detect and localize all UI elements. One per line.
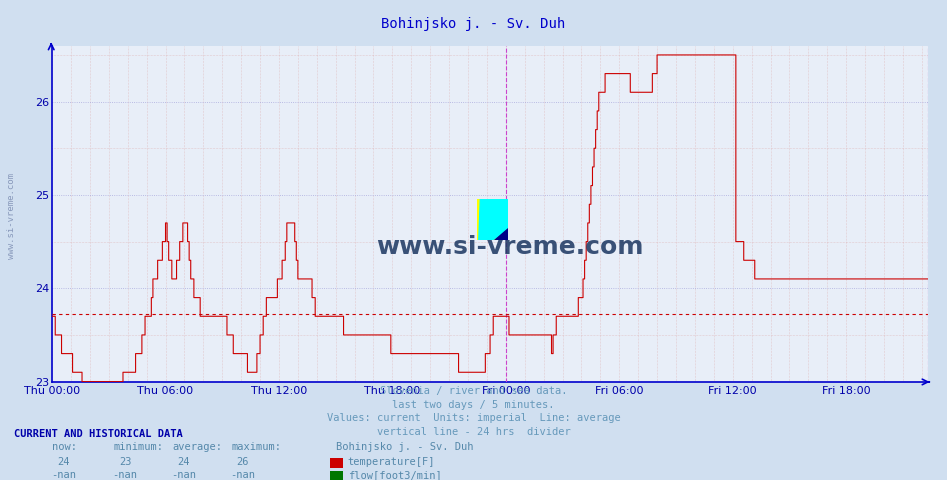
Text: 24: 24 bbox=[57, 456, 70, 467]
Text: minimum:: minimum: bbox=[114, 442, 164, 452]
Text: www.si-vreme.com: www.si-vreme.com bbox=[7, 173, 16, 259]
Polygon shape bbox=[479, 199, 508, 240]
Text: temperature[F]: temperature[F] bbox=[348, 456, 435, 467]
Text: CURRENT AND HISTORICAL DATA: CURRENT AND HISTORICAL DATA bbox=[14, 429, 183, 439]
Text: -nan: -nan bbox=[171, 470, 196, 480]
Text: Bohinjsko j. - Sv. Duh: Bohinjsko j. - Sv. Duh bbox=[336, 442, 474, 452]
Text: -nan: -nan bbox=[230, 470, 255, 480]
Text: -nan: -nan bbox=[113, 470, 137, 480]
Text: flow[foot3/min]: flow[foot3/min] bbox=[348, 470, 441, 480]
Text: www.si-vreme.com: www.si-vreme.com bbox=[376, 235, 644, 259]
Text: average:: average: bbox=[172, 442, 223, 452]
Text: vertical line - 24 hrs  divider: vertical line - 24 hrs divider bbox=[377, 427, 570, 437]
Text: 23: 23 bbox=[118, 456, 132, 467]
Text: -nan: -nan bbox=[51, 470, 76, 480]
Polygon shape bbox=[494, 228, 508, 240]
Text: maximum:: maximum: bbox=[231, 442, 281, 452]
Text: Bohinjsko j. - Sv. Duh: Bohinjsko j. - Sv. Duh bbox=[382, 17, 565, 31]
Text: now:: now: bbox=[52, 442, 77, 452]
Text: 24: 24 bbox=[177, 456, 190, 467]
Text: Slovenia / river and sea data.: Slovenia / river and sea data. bbox=[380, 386, 567, 396]
Text: last two days / 5 minutes.: last two days / 5 minutes. bbox=[392, 400, 555, 410]
Text: 26: 26 bbox=[236, 456, 249, 467]
Text: Values: current  Units: imperial  Line: average: Values: current Units: imperial Line: av… bbox=[327, 413, 620, 423]
